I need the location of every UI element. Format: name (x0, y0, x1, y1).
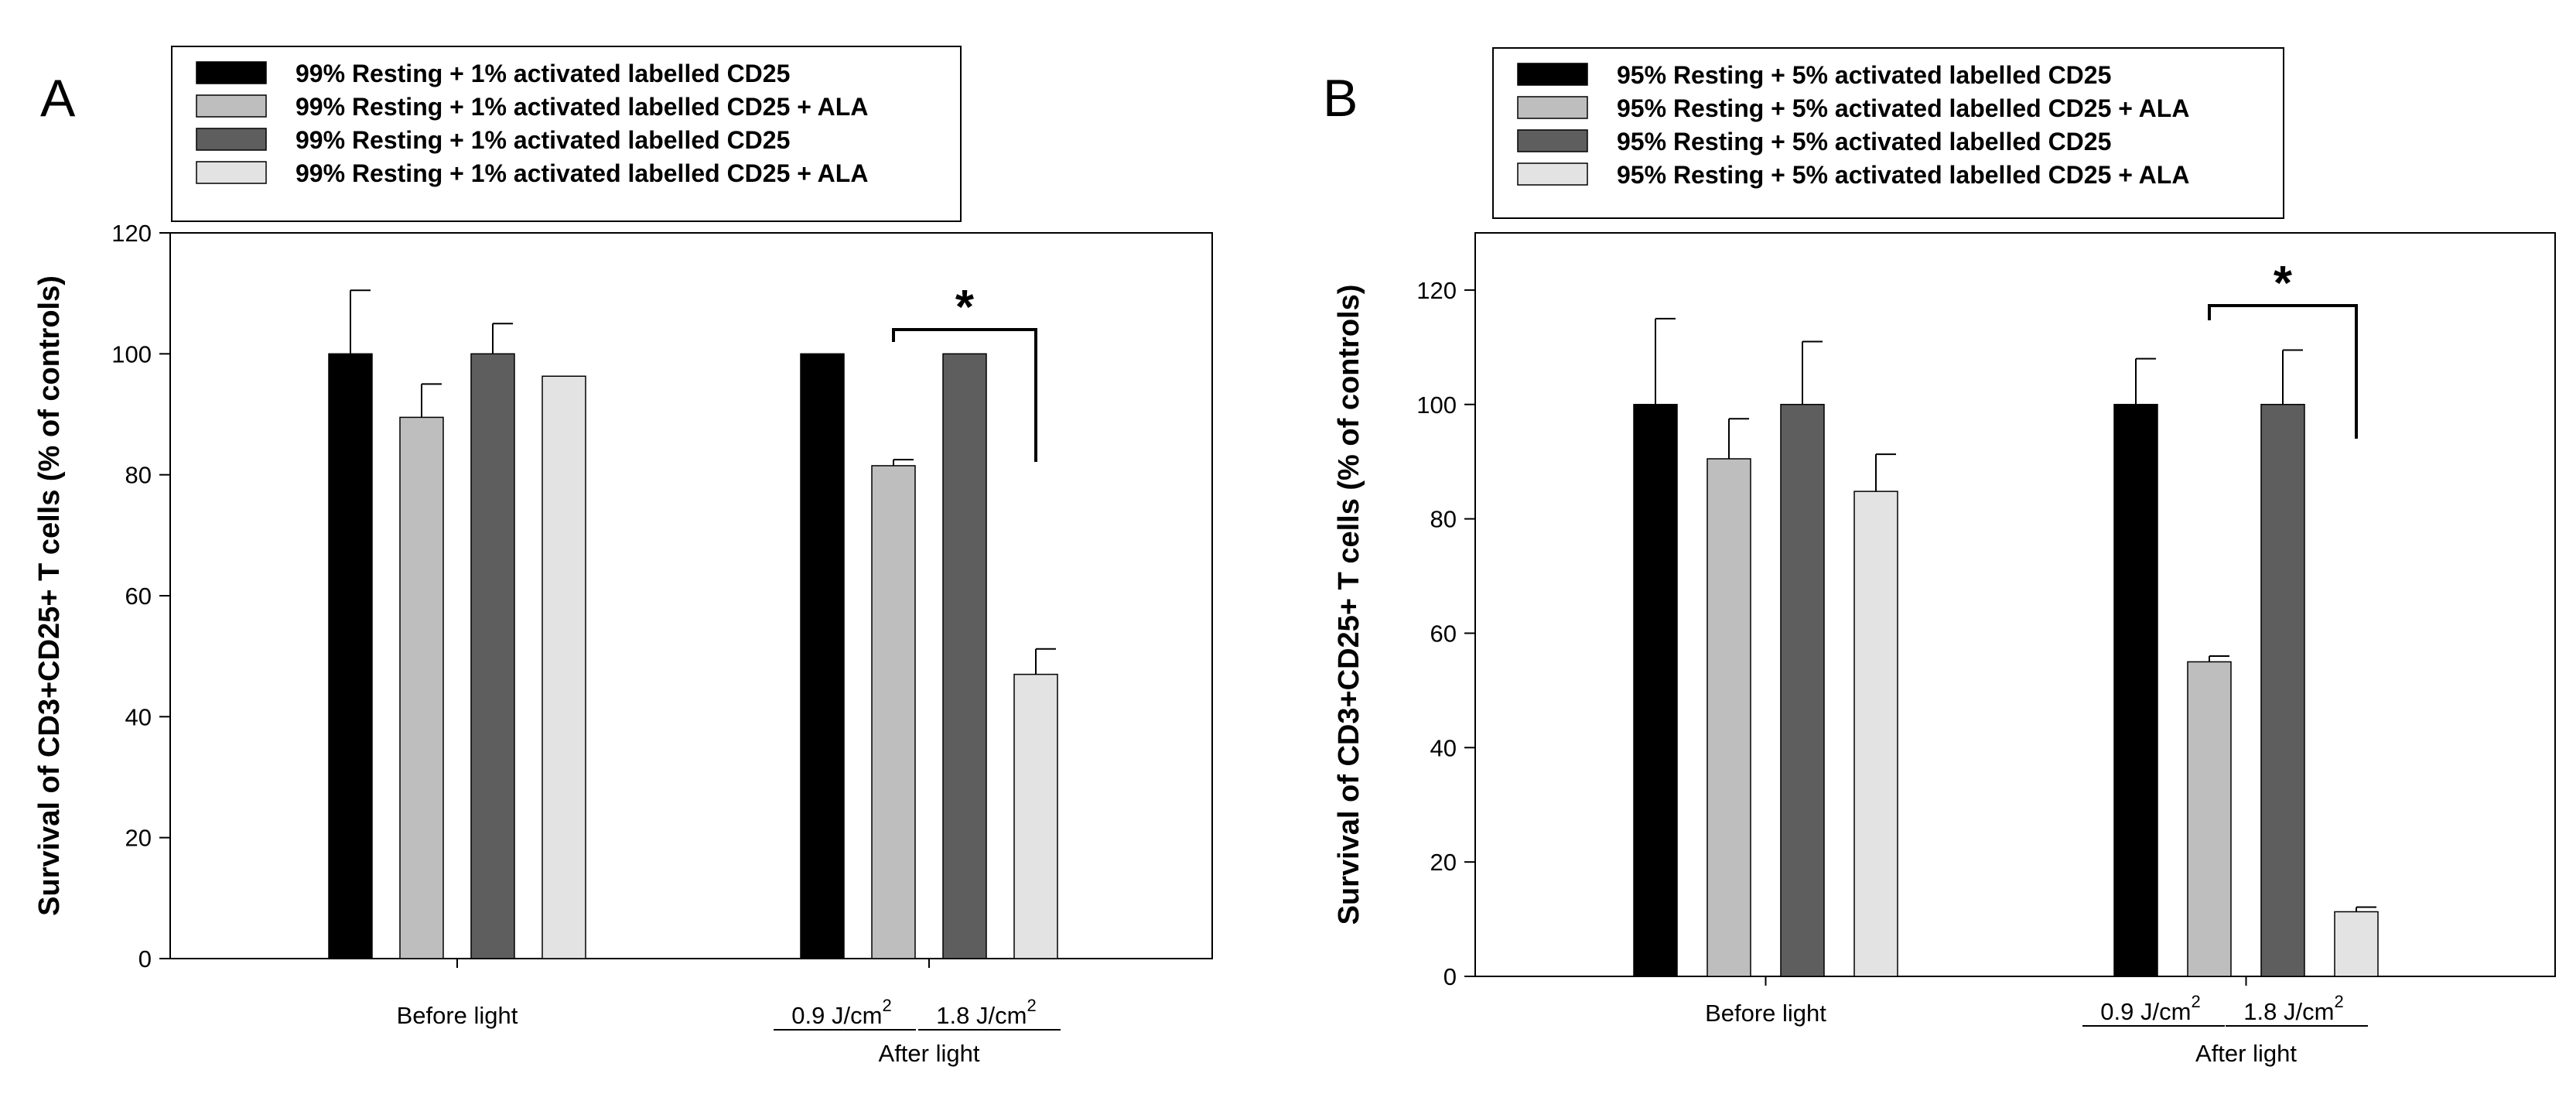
dose-superscript: 2 (1027, 996, 1036, 1015)
bar (2113, 404, 2158, 977)
legend-entry: 99% Resting + 1% activated labelled CD25… (296, 159, 868, 187)
y-tick-label: 0 (138, 945, 152, 973)
panel-letter: B (1323, 69, 1358, 128)
bar (2187, 661, 2232, 977)
legend-entry: 95% Resting + 5% activated labelled CD25… (1617, 161, 2189, 189)
plot-frame (1474, 232, 2556, 977)
bar (542, 375, 586, 959)
dose-label: 0.9 J/cm2 (2100, 992, 2200, 1025)
y-axis-label: Survival of CD3+CD25+ T cells (% of cont… (1333, 285, 1365, 925)
y-tick-label: 100 (1416, 391, 1457, 419)
legend-swatch (1517, 63, 1588, 86)
y-tick-label: 120 (1416, 277, 1457, 304)
legend-swatch (196, 61, 267, 84)
chart-panel-B: B 95% Resting + 5% activated labelled CD2… (1323, 47, 2556, 1067)
legend-swatch (1517, 162, 1588, 186)
bar (1853, 491, 1898, 977)
legend-swatch (196, 94, 267, 118)
significance-star: * (955, 281, 975, 334)
x-category-label: Before light (397, 1002, 518, 1029)
y-tick-label: 60 (125, 583, 152, 610)
significance-star: * (2274, 257, 2293, 310)
x-category-label: After light (879, 1040, 980, 1067)
bar (1707, 458, 1751, 977)
dose-label: 1.8 J/cm2 (2243, 992, 2343, 1025)
bar (942, 353, 987, 959)
legend-swatch (196, 128, 267, 151)
y-tick-label: 40 (125, 703, 152, 730)
y-tick-label: 20 (1430, 849, 1457, 876)
y-tick-label: 60 (1430, 620, 1457, 647)
y-axis-label: Survival of CD3+CD25+ T cells (% of cont… (33, 275, 66, 916)
y-tick-label: 80 (125, 462, 152, 489)
chart-panel-A: A 99% Resting + 1% activated labelled CD2… (33, 46, 1213, 1067)
y-tick-label: 40 (1430, 734, 1457, 761)
legend-box (1492, 47, 2284, 219)
legend-swatch (1517, 96, 1588, 119)
panel-letter: A (40, 69, 76, 128)
y-tick-label: 120 (111, 220, 152, 247)
significance-bracket (892, 328, 1037, 462)
y-tick-label: 20 (125, 825, 152, 852)
legend-swatch (1517, 129, 1588, 152)
legend-entry: 95% Resting + 5% activated labelled CD25 (1617, 61, 2111, 89)
y-tick-label: 80 (1430, 506, 1457, 533)
legend-entry: 95% Resting + 5% activated labelled CD25 (1617, 128, 2111, 156)
legend-entry: 99% Resting + 1% activated labelled CD25 (296, 60, 790, 87)
dose-superscript: 2 (2334, 992, 2343, 1011)
dose-superscript: 2 (882, 996, 891, 1015)
y-tick-label: 0 (1443, 963, 1457, 990)
legend-entry: 95% Resting + 5% activated labelled CD25… (1617, 94, 2189, 122)
bar (1013, 673, 1058, 959)
bar (2334, 911, 2379, 977)
legend-box (171, 46, 962, 222)
dose-label: 0.9 J/cm2 (791, 996, 891, 1029)
x-category-label: Before light (1705, 1000, 1826, 1027)
significance-bracket (2208, 304, 2358, 439)
bar (2260, 404, 2305, 977)
bar (1780, 404, 1825, 977)
bar (871, 465, 916, 959)
legend-entry: 99% Resting + 1% activated labelled CD25 (296, 126, 790, 154)
y-tick-label: 100 (111, 340, 152, 367)
bar (328, 353, 373, 959)
bar (800, 353, 845, 959)
dose-label: 1.8 J/cm2 (936, 996, 1036, 1029)
bar (399, 416, 444, 959)
legend-swatch (196, 161, 267, 184)
bar (1633, 404, 1678, 977)
bar (470, 353, 515, 959)
legend-entry: 99% Resting + 1% activated labelled CD25… (296, 93, 868, 121)
x-category-label: After light (2195, 1040, 2297, 1067)
dose-superscript: 2 (2191, 992, 2200, 1011)
